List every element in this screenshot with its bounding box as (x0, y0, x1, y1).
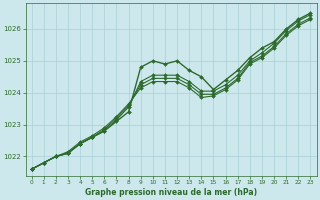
X-axis label: Graphe pression niveau de la mer (hPa): Graphe pression niveau de la mer (hPa) (85, 188, 257, 197)
